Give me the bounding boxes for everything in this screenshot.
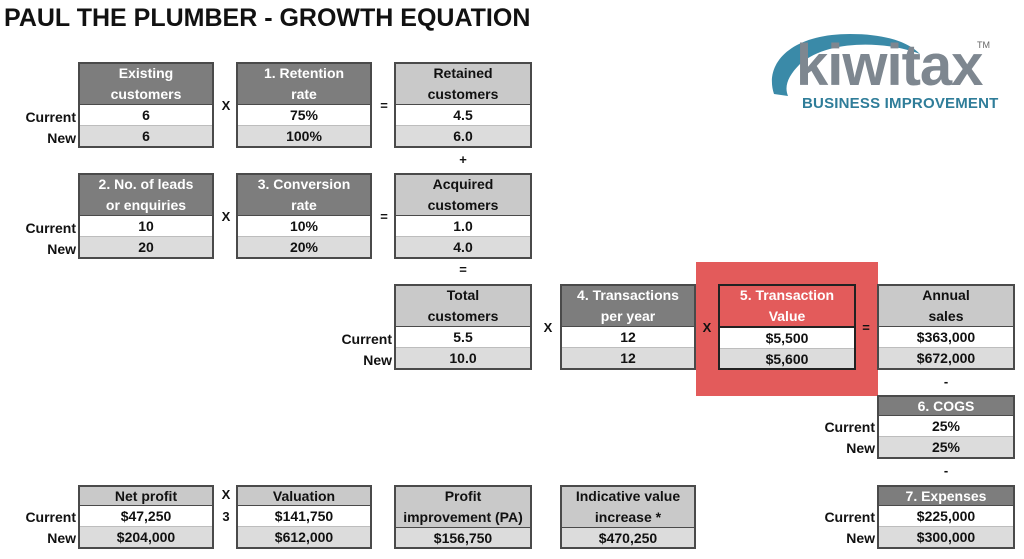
box-header: Net profit [80,487,212,506]
kiwitax-logo: kiwitax TM BUSINESS IMPROVEMENT [760,24,998,114]
row-label-current: Current [25,109,76,125]
current-value: $47,250 [80,506,212,527]
new-value: $300,000 [879,527,1013,547]
new-value: 20% [238,237,370,257]
current-value: $141,750 [238,506,370,527]
new-value: 6.0 [396,126,530,146]
box-header: Profit improvement (PA) [396,487,530,528]
multiply-operator: X [543,320,553,335]
box-header: 7. Expenses [879,487,1013,506]
acquired-customers-box: Acquired customers 1.0 4.0 [394,173,532,259]
box-header: Annual sales [879,286,1013,327]
box-header: 4. Transactions per year [562,286,694,327]
equals-operator: = [380,209,388,224]
current-value: 10% [238,216,370,237]
current-value: 4.5 [396,105,530,126]
multiply-operator: X [221,98,231,113]
box-header: 2. No. of leads or enquiries [80,175,212,216]
box-header: 3. Conversion rate [238,175,370,216]
expenses-box: 7. Expenses $225,000 $300,000 [877,485,1015,549]
box-header: Acquired customers [396,175,530,216]
new-value: $156,750 [396,528,530,547]
equals-operator: = [862,320,870,335]
new-value: 20 [80,237,212,257]
minus-operator: - [943,374,949,389]
box-header: Valuation [238,487,370,506]
row-label-current: Current [25,220,76,236]
row-label-new: New [47,130,76,146]
row-label-new: New [363,352,392,368]
box-header: Total customers [396,286,530,327]
box-header: 6. COGS [879,397,1013,416]
multiply-operator: X [221,209,231,224]
transaction-value-box: 5. Transaction Value $5,500 $5,600 [718,284,856,370]
logo-trademark: TM [977,40,990,50]
existing-customers-box: Existing customers 6 6 [78,62,214,148]
new-value: 4.0 [396,237,530,257]
box-header: 1. Retention rate [238,64,370,105]
equals-operator: = [380,98,388,113]
current-value: $363,000 [879,327,1013,348]
minus-operator: - [943,463,949,478]
current-value: $5,500 [720,328,854,349]
leads-box: 2. No. of leads or enquiries 10 20 [78,173,214,259]
plus-operator: + [459,152,467,167]
new-value: 12 [562,348,694,368]
row-label-new: New [846,530,875,546]
box-header: Retained customers [396,64,530,105]
box-header: Indicative value increase * [562,487,694,528]
page-title: PAUL THE PLUMBER - GROWTH EQUATION [4,4,531,32]
current-value: 5.5 [396,327,530,348]
new-value: 10.0 [396,348,530,368]
new-value: $612,000 [238,527,370,547]
row-label-new: New [846,440,875,456]
current-value: 6 [80,105,212,126]
profit-improvement-box: Profit improvement (PA) $156,750 [394,485,532,549]
net-profit-box: Net profit $47,250 $204,000 [78,485,214,549]
row-label-current: Current [341,331,392,347]
row-label-new: New [47,530,76,546]
row-label-current: Current [824,419,875,435]
conversion-rate-box: 3. Conversion rate 10% 20% [236,173,372,259]
multiply-operator: X [221,487,231,502]
new-value: $5,600 [720,349,854,368]
new-value: 100% [238,126,370,146]
indicative-value-box: Indicative value increase * $470,250 [560,485,696,549]
cogs-box: 6. COGS 25% 25% [877,395,1015,459]
current-value: 25% [879,416,1013,437]
new-value: 25% [879,437,1013,457]
new-value: $672,000 [879,348,1013,368]
box-header: Existing customers [80,64,212,105]
row-label-current: Current [824,509,875,525]
current-value: $225,000 [879,506,1013,527]
retained-customers-box: Retained customers 4.5 6.0 [394,62,532,148]
row-label-new: New [47,241,76,257]
equals-operator: = [459,262,467,277]
new-value: $204,000 [80,527,212,547]
logo-wordmark: kiwitax [796,33,983,98]
annual-sales-box: Annual sales $363,000 $672,000 [877,284,1015,370]
multiply-operator: X [702,320,712,335]
retention-rate-box: 1. Retention rate 75% 100% [236,62,372,148]
current-value: 10 [80,216,212,237]
valuation-box: Valuation $141,750 $612,000 [236,485,372,549]
row-label-current: Current [25,509,76,525]
new-value: $470,250 [562,528,694,547]
logo-swoosh-icon [771,34,920,96]
box-header: 5. Transaction Value [720,286,854,328]
current-value: 1.0 [396,216,530,237]
multiplier-three: 3 [222,509,230,524]
logo-subtitle: BUSINESS IMPROVEMENT [802,95,999,112]
current-value: 12 [562,327,694,348]
transactions-per-year-box: 4. Transactions per year 12 12 [560,284,696,370]
current-value: 75% [238,105,370,126]
total-customers-box: Total customers 5.5 10.0 [394,284,532,370]
new-value: 6 [80,126,212,146]
